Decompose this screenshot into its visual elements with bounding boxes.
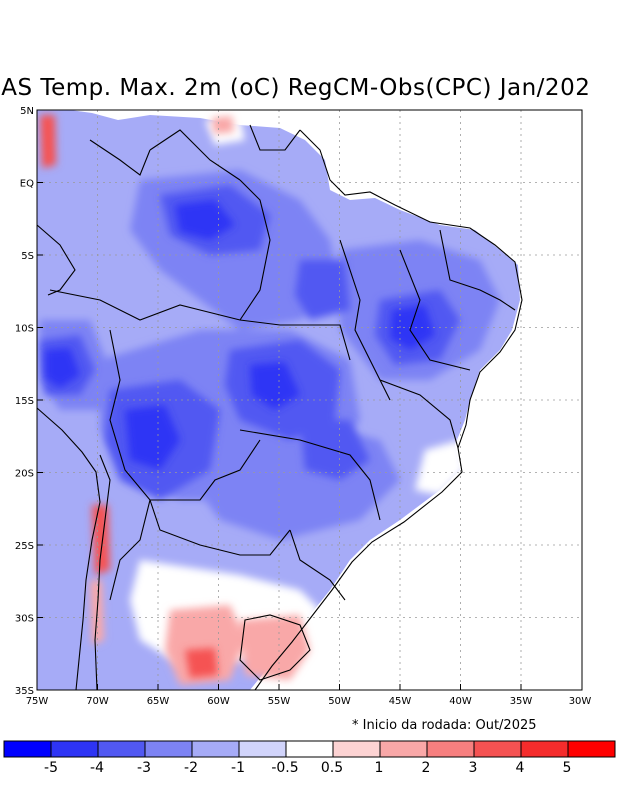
coastline-east [254,129,523,691]
anomaly-red-strong [40,115,218,678]
colorbar-label: -2 [184,760,198,776]
border-states-5 [399,249,471,371]
border-states-2 [339,239,391,401]
border-argentina [109,499,151,601]
colorbar-label: 4 [516,760,525,776]
coastline-west [36,407,101,691]
border-states-6 [439,229,516,311]
border-uruguay [239,614,311,681]
colorbar-label: -1 [231,760,245,776]
colorbar-label: -5 [44,760,58,776]
map-title-text: IAS Temp. Max. 2m (oC) RegCM-Obs(CPC) Ja… [0,75,591,101]
map-title: IAS Temp. Max. 2m (oC) RegCM-Obs(CPC) Ja… [0,70,618,106]
colorbar-label: 3 [469,760,478,776]
colorbar-label: -4 [90,760,104,776]
colorbar-swatch [332,740,381,758]
colorbar-swatch [520,740,569,758]
colorbar-swatch [97,740,146,758]
border-states-8 [149,129,241,181]
lat-label: 5N [20,106,34,117]
border-states-1 [239,179,271,321]
colorbar-label: -0.5 [271,760,298,776]
anomaly-red-light [90,116,310,685]
colorbar-labels: -5 -4 -3 -2 -1 -0.5 0.5 1 2 3 4 5 [44,760,571,776]
colorbar-swatch [238,740,287,758]
anomaly-blue-deep [45,200,435,470]
colorbar-label: 2 [422,760,431,776]
lon-label: 70W [86,696,109,707]
run-start-note: * Inicio da rodada: Out/2025 [352,718,537,733]
border-states-3 [379,379,459,449]
lat-label: 15S [15,396,34,407]
lon-label: 65W [147,696,170,707]
lat-label: 20S [15,469,34,480]
lon-label: 35W [510,696,533,707]
colorbar-swatch [144,740,193,758]
border-paraguay [149,499,291,556]
lat-label: 25S [15,541,34,552]
land-west [37,410,100,690]
colorbar-swatch [3,740,52,758]
colorbar-swatch [50,740,99,758]
lat-label: EQ [20,179,34,190]
colorbar-label: 1 [375,760,384,776]
colorbar-swatch [567,740,616,758]
axis-ticks [36,109,583,691]
colorbar-label: -3 [137,760,151,776]
lon-label: 30W [569,696,592,707]
colorbar-swatch [379,740,428,758]
border-guianas [249,124,301,151]
border-venezuela [89,139,151,176]
lat-label: 35S [15,686,34,697]
lon-label: 50W [328,696,351,707]
lat-label: 10S [15,324,34,335]
colorbar-label: 5 [563,760,572,776]
colorbar-label: 0.5 [321,760,343,776]
coastline-borders [36,124,523,691]
border-brazil-west [49,289,351,361]
lon-label: 45W [389,696,412,707]
border-andes [94,454,111,691]
colorbar [3,740,616,758]
colorbar-swatch [426,740,475,758]
lon-label: 60W [207,696,230,707]
lon-labels: 75W 70W 65W 60W 55W 50W 45W 40W 35W 30W [26,696,592,707]
lon-label: 55W [268,696,291,707]
grid-lines [37,110,582,690]
border-states-4 [239,429,381,521]
border-states-7 [289,529,346,601]
lon-label: 75W [26,696,49,707]
colorbar-swatch [285,740,334,758]
lon-label: 40W [449,696,472,707]
lat-label: 30S [15,614,34,625]
colorbar-swatch [191,740,240,758]
colorbar-swatch [473,740,522,758]
lat-labels: 5N EQ 5S 10S 15S 20S 25S 30S 35S [15,106,34,697]
lat-label: 5S [21,251,34,262]
